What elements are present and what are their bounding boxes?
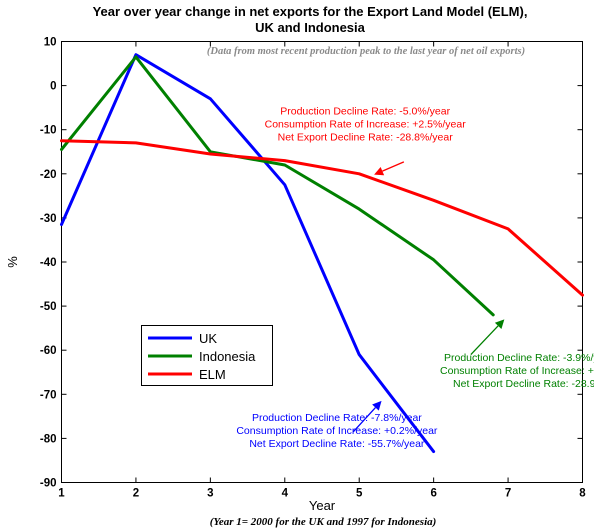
x-tick-label: 5 [356, 488, 363, 500]
y-tick-label: -80 [40, 433, 57, 445]
series-lines [60, 53, 584, 454]
annotation-uk-line-1: Production Decline Rate: -7.8%/year [252, 412, 422, 424]
axis-ticks: 1 2 3 4 5 6 7 8 10 0 -10 -20 -30 -40 -50 -60 -70 -80 -90 [40, 37, 586, 500]
chart-subtitle: (Data from most recent production peak t… [207, 46, 525, 57]
chart-title-line-1: Year over year change in net exports for… [93, 4, 528, 19]
annotation-arrowhead-uk [372, 400, 382, 411]
y-tick-label: 10 [44, 37, 57, 49]
legend: UK Indonesia ELM [141, 325, 273, 386]
annotations: Production Decline Rate: -5.0%/yearConsu… [236, 105, 594, 449]
x-tick-label: 2 [133, 488, 139, 500]
x-tick-label: 4 [282, 488, 289, 500]
annotation-uk-line-3: Net Export Decline Rate: -55.7%/year [249, 438, 425, 450]
chart-title-line-2: UK and Indonesia [255, 20, 366, 35]
y-tick-label: -40 [40, 257, 57, 269]
legend-label-elm: ELM [199, 367, 226, 382]
y-tick-label: -70 [40, 389, 57, 401]
series-line-elm [60, 139, 584, 297]
annotation-arrow-indonesia [470, 325, 499, 356]
x-tick-label: 7 [505, 488, 511, 500]
annotation-arrowhead-indonesia [494, 319, 505, 329]
x-tick-label: 6 [430, 488, 436, 500]
x-tick-label: 3 [207, 488, 213, 500]
plot-area [61, 41, 583, 483]
annotation-indonesia-line-1: Production Decline Rate: -3.9%/year [444, 352, 594, 364]
y-axis-label: % [5, 256, 20, 268]
y-tick-label: -10 [40, 125, 57, 137]
x-tick-label: 8 [579, 488, 586, 500]
annotation-elm-line-1: Production Decline Rate: -5.0%/year [280, 105, 450, 117]
legend-label-uk: UK [199, 331, 217, 346]
annotation-arrowhead-elm [374, 166, 385, 176]
series-line-uk [60, 53, 436, 454]
y-tick-label: 0 [50, 81, 56, 93]
x-axis-label: Year [309, 498, 336, 513]
annotation-arrow-elm [382, 161, 405, 172]
y-tick-label: -30 [40, 213, 57, 225]
annotation-elm-line-2: Consumption Rate of Increase: +2.5%/year [265, 118, 467, 130]
annotation-uk-line-2: Consumption Rate of Increase: +0.2%/year [236, 425, 438, 437]
annotation-indonesia-line-2: Consumption Rate of Increase: +4.1% [440, 365, 594, 377]
y-tick-label: -90 [40, 478, 57, 490]
annotation-elm-line-3: Net Export Decline Rate: -28.8%/year [278, 131, 454, 143]
annotation-indonesia-line-3: Net Export Decline Rate: -28.9% [453, 378, 594, 390]
y-tick-label: -20 [40, 169, 57, 181]
annotation-arrow-uk [352, 407, 376, 433]
x-tick-label: 1 [58, 488, 65, 500]
legend-label-indonesia: Indonesia [199, 349, 256, 364]
y-tick-label: -50 [40, 301, 57, 313]
series-line-indonesia [60, 55, 495, 317]
x-axis-note: (Year 1= 2000 for the UK and 1997 for In… [210, 516, 437, 528]
y-tick-label: -60 [40, 345, 57, 357]
